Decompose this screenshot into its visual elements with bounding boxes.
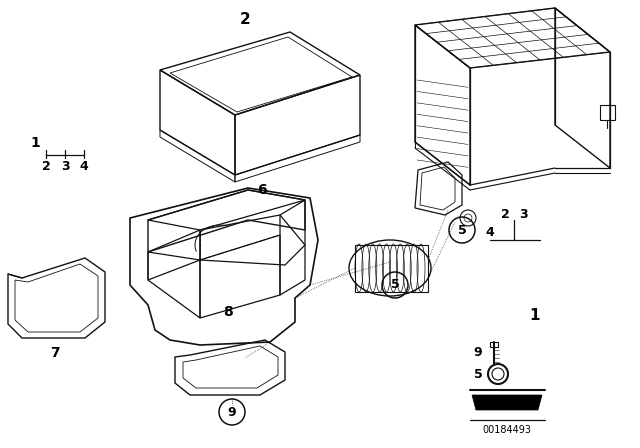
Text: 6: 6: [257, 183, 267, 197]
Text: 4: 4: [486, 225, 494, 238]
Text: 5: 5: [458, 224, 467, 237]
Text: 1: 1: [530, 307, 540, 323]
Text: 9: 9: [228, 405, 236, 418]
Text: 2: 2: [239, 13, 250, 27]
Text: 3: 3: [518, 208, 527, 221]
Text: 3: 3: [61, 159, 69, 172]
Text: 2: 2: [500, 208, 509, 221]
Text: 4: 4: [79, 159, 88, 172]
Polygon shape: [472, 395, 542, 410]
Text: 2: 2: [42, 159, 51, 172]
Text: 9: 9: [474, 345, 483, 358]
Text: 1: 1: [30, 136, 40, 150]
Text: 5: 5: [474, 367, 483, 380]
Text: 7: 7: [50, 346, 60, 360]
Text: 5: 5: [390, 279, 399, 292]
Text: 00184493: 00184493: [483, 425, 531, 435]
Text: 8: 8: [223, 305, 233, 319]
